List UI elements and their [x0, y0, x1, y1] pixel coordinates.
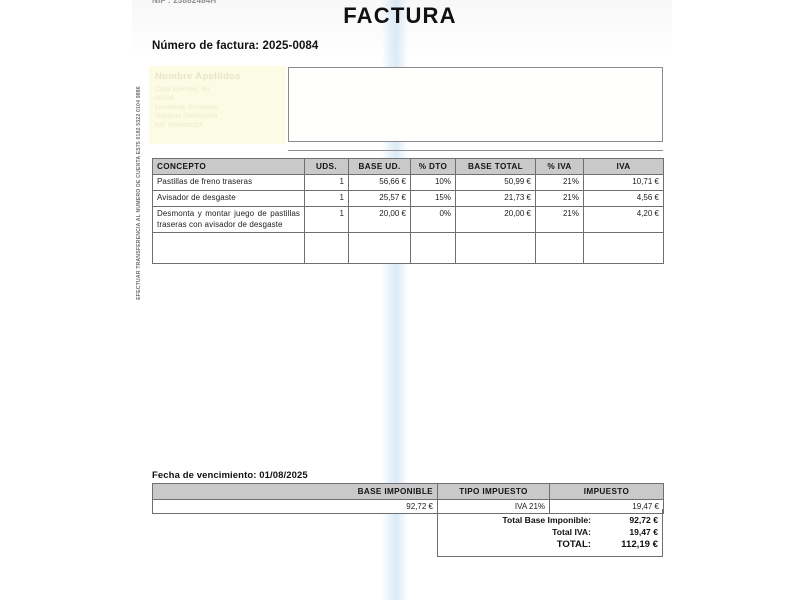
cell-uds: 1 — [304, 206, 349, 233]
grand-total-value: 112,19 € — [621, 539, 658, 550]
cell-uds: 1 — [304, 174, 349, 191]
table-row: Avisador de desgaste 1 25,57 € 15% 21,73… — [152, 190, 664, 207]
total-iva-label: Total IVA: — [552, 527, 591, 537]
column-header-dto: % DTO — [410, 158, 456, 175]
cell-dto: 10% — [410, 174, 456, 191]
cell-iva-pct: 21% — [535, 206, 584, 233]
filler-cell — [410, 232, 456, 264]
cell-dto: 0% — [410, 206, 456, 233]
column-header-base-total: BASE TOTAL — [455, 158, 536, 175]
cell-iva: 4,56 € — [583, 190, 664, 207]
cell-base-total: 50,99 € — [455, 174, 536, 191]
cell-iva-pct: 21% — [535, 174, 584, 191]
column-header-iva: IVA — [583, 158, 664, 175]
filler-cell — [583, 232, 664, 264]
filler-cell — [535, 232, 584, 264]
cell-base-ud: 25,57 € — [348, 190, 411, 207]
customer-address-line: Telefono 000000000 — [155, 113, 218, 120]
column-header-tipo-impuesto: TIPO IMPUESTO — [437, 483, 550, 500]
cell-iva: 4,20 € — [583, 206, 664, 233]
column-header-base-ud: BASE UD. — [348, 158, 411, 175]
due-date: Fecha de vencimiento: 01/08/2025 — [152, 470, 308, 481]
bank-transfer-note: EFECTUAR TRANSFERENCIA AL NUMERO DE CUEN… — [133, 62, 145, 324]
table-row: Pastillas de freno traseras 1 56,66 € 10… — [152, 174, 664, 191]
customer-name: Nombre Apellidos — [155, 71, 241, 82]
cell-dto: 15% — [410, 190, 456, 207]
totals-row-grand: TOTAL: 112,19 € — [437, 538, 663, 551]
line-items-table: CONCEPTO UDS. BASE UD. % DTO BASE TOTAL … — [152, 158, 664, 264]
cell-iva-pct: 21% — [535, 190, 584, 207]
customer-address-line: 00000 — [155, 95, 175, 102]
table-header-row: BASE IMPONIBLE TIPO IMPUESTO IMPUESTO — [152, 483, 664, 500]
cell-base-total: 21,73 € — [455, 190, 536, 207]
column-header-concepto: CONCEPTO — [152, 158, 305, 175]
column-header-base-imponible: BASE IMPONIBLE — [152, 483, 438, 500]
bank-transfer-note-text: EFECTUAR TRANSFERENCIA AL NUMERO DE CUEN… — [136, 86, 142, 300]
customer-address-line: Localidad, Provincia — [155, 104, 218, 111]
page-title: FACTURA — [343, 3, 457, 28]
totals-row-base: Total Base Imponible: 92,72 € — [437, 514, 663, 526]
customer-box-divider — [288, 150, 663, 151]
cell-base-ud: 20,00 € — [348, 206, 411, 233]
column-header-impuesto: IMPUESTO — [549, 483, 664, 500]
customer-address-line: Calle Ejemplo, 00 — [155, 86, 210, 93]
cell-iva: 10,71 € — [583, 174, 664, 191]
table-row: 92,72 € IVA 21% 19,47 € — [152, 499, 664, 514]
filler-cell — [152, 232, 305, 264]
totals-row-iva: Total IVA: 19,47 € — [437, 526, 663, 538]
issuer-nif: NIF : 23882484H — [152, 0, 217, 5]
cell-base-total: 20,00 € — [455, 206, 536, 233]
table-row: Desmonta y montar juego de pastillas tra… — [152, 206, 664, 233]
filler-cell — [304, 232, 349, 264]
table-header-row: CONCEPTO UDS. BASE UD. % DTO BASE TOTAL … — [152, 158, 664, 175]
invoice-number: Número de factura: 2025-0084 — [152, 40, 319, 52]
customer-box — [288, 67, 663, 142]
totals-table: Total Base Imponible: 92,72 € Total IVA:… — [437, 514, 663, 551]
column-header-uds: UDS. — [304, 158, 349, 175]
filler-cell — [348, 232, 411, 264]
filler-cell — [455, 232, 536, 264]
tax-summary-table: BASE IMPONIBLE TIPO IMPUESTO IMPUESTO 92… — [152, 483, 664, 514]
cell-concepto: Desmonta y montar juego de pastillas tra… — [152, 206, 305, 233]
customer-address-line: NIF 00000000X — [155, 122, 204, 129]
cell-impuesto: 19,47 € — [549, 499, 664, 514]
total-base-value: 92,72 € — [629, 515, 658, 525]
cell-concepto: Avisador de desgaste — [152, 190, 305, 207]
grand-total-label: TOTAL: — [556, 539, 591, 550]
cell-base-ud: 56,66 € — [348, 174, 411, 191]
total-iva-value: 19,47 € — [629, 527, 658, 537]
column-header-iva-pct: % IVA — [535, 158, 584, 175]
cell-base-imponible: 92,72 € — [152, 499, 438, 514]
total-base-label: Total Base Imponible: — [502, 515, 591, 525]
cell-uds: 1 — [304, 190, 349, 207]
table-filler-row — [152, 232, 664, 264]
cell-concepto: Pastillas de freno traseras — [152, 174, 305, 191]
cell-tipo-impuesto: IVA 21% — [437, 499, 550, 514]
customer-details-highlight: Nombre Apellidos Calle Ejemplo, 00 00000… — [149, 66, 286, 144]
